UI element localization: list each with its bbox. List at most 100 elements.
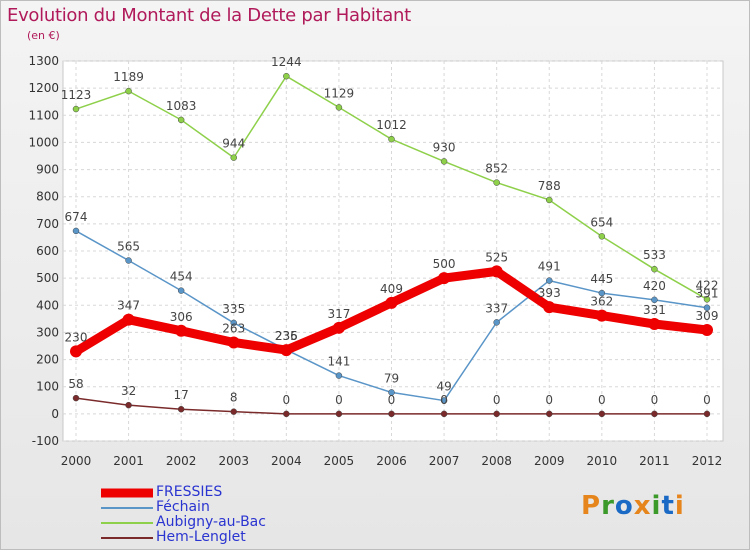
data-label: 1129 — [324, 86, 355, 100]
data-point — [546, 277, 553, 284]
data-label: 533 — [643, 248, 666, 262]
y-tick-label: 600 — [36, 244, 59, 258]
x-tick-label: 2001 — [113, 454, 144, 468]
data-point — [440, 397, 448, 404]
logo-letter: o — [614, 491, 634, 521]
data-point — [177, 405, 185, 413]
proxiti-logo: Proxiti — [581, 491, 685, 521]
logo-letter: x — [633, 491, 652, 521]
data-label: 420 — [643, 279, 666, 293]
y-tick-label: 1100 — [28, 108, 59, 122]
data-point — [72, 394, 80, 402]
data-label: 0 — [651, 393, 659, 407]
logo-letter: i — [674, 491, 685, 521]
data-label: 0 — [598, 393, 606, 407]
legend-label: Aubigny-au-Bac — [156, 514, 266, 530]
data-label: 565 — [117, 240, 140, 254]
data-point — [595, 309, 608, 322]
data-label: 309 — [696, 309, 719, 323]
data-label: 1244 — [271, 55, 302, 69]
data-label: 0 — [440, 393, 448, 407]
y-tick-label: 200 — [36, 353, 59, 367]
x-tick-label: 2010 — [587, 454, 618, 468]
logo-letter: r — [601, 491, 615, 521]
data-label: 1012 — [376, 118, 407, 132]
data-point — [230, 319, 237, 327]
data-point — [283, 72, 290, 80]
chart-subtitle: (en €) — [27, 29, 60, 42]
data-point — [227, 336, 240, 349]
data-label: 317 — [327, 307, 350, 321]
data-label: 362 — [590, 295, 613, 309]
y-tick-label: -100 — [32, 434, 59, 448]
data-point — [388, 389, 395, 396]
y-tick-label: 700 — [36, 217, 59, 231]
data-label: 445 — [590, 272, 613, 286]
data-point — [385, 296, 398, 309]
data-point — [703, 304, 711, 311]
data-label: 8 — [230, 391, 238, 405]
data-point — [122, 313, 135, 326]
data-point — [335, 410, 343, 418]
data-label: 32 — [121, 384, 136, 398]
data-point — [332, 321, 345, 334]
data-label: 491 — [538, 260, 561, 274]
y-tick-label: 800 — [36, 190, 59, 204]
data-point — [648, 318, 661, 331]
data-point — [230, 408, 237, 415]
y-tick-label: 500 — [36, 271, 59, 285]
y-tick-label: 900 — [36, 163, 59, 177]
data-point — [177, 287, 185, 294]
data-label: 944 — [222, 137, 245, 151]
data-point — [701, 323, 713, 336]
data-label: 1189 — [113, 70, 144, 84]
data-point — [493, 179, 500, 186]
data-label: 674 — [65, 210, 88, 224]
data-point — [490, 265, 503, 278]
data-label: 0 — [493, 393, 501, 407]
data-label: 930 — [433, 140, 456, 154]
y-tick-label: 1300 — [28, 54, 59, 68]
data-point — [175, 324, 188, 337]
data-point — [280, 344, 293, 357]
legend-label: FRESSIES — [156, 484, 223, 500]
data-point — [388, 135, 395, 143]
data-point — [125, 87, 132, 95]
data-label: 852 — [485, 162, 508, 176]
data-point — [70, 345, 82, 358]
data-point — [125, 257, 132, 264]
data-label: 409 — [380, 282, 403, 296]
data-label: 0 — [283, 393, 291, 407]
x-tick-label: 2006 — [376, 454, 407, 468]
data-point — [283, 410, 290, 418]
data-label: 335 — [222, 302, 245, 316]
logo-letter: P — [581, 491, 602, 521]
data-point — [335, 372, 343, 379]
data-point — [651, 296, 658, 304]
data-point — [72, 227, 80, 235]
data-label: 263 — [222, 321, 245, 335]
y-tick-label: 0 — [51, 407, 59, 421]
data-label: 500 — [433, 257, 456, 271]
data-point — [440, 410, 448, 418]
x-tick-label: 2000 — [61, 454, 92, 468]
data-label: 235 — [275, 329, 298, 343]
data-label: 306 — [170, 310, 193, 324]
data-label: 788 — [538, 179, 561, 193]
y-tick-label: 100 — [36, 380, 59, 394]
y-tick-label: 400 — [36, 298, 59, 312]
data-point — [546, 196, 553, 204]
data-point — [703, 410, 711, 418]
data-point — [598, 233, 606, 240]
data-label: 422 — [696, 278, 719, 292]
y-tick-label: 300 — [36, 325, 59, 339]
data-label: 654 — [590, 215, 613, 229]
data-label: 0 — [703, 393, 711, 407]
data-label: 454 — [170, 270, 193, 284]
x-tick-label: 2002 — [166, 454, 197, 468]
data-label: 393 — [538, 286, 561, 300]
data-label: 58 — [68, 377, 83, 391]
data-label: 337 — [485, 301, 508, 315]
